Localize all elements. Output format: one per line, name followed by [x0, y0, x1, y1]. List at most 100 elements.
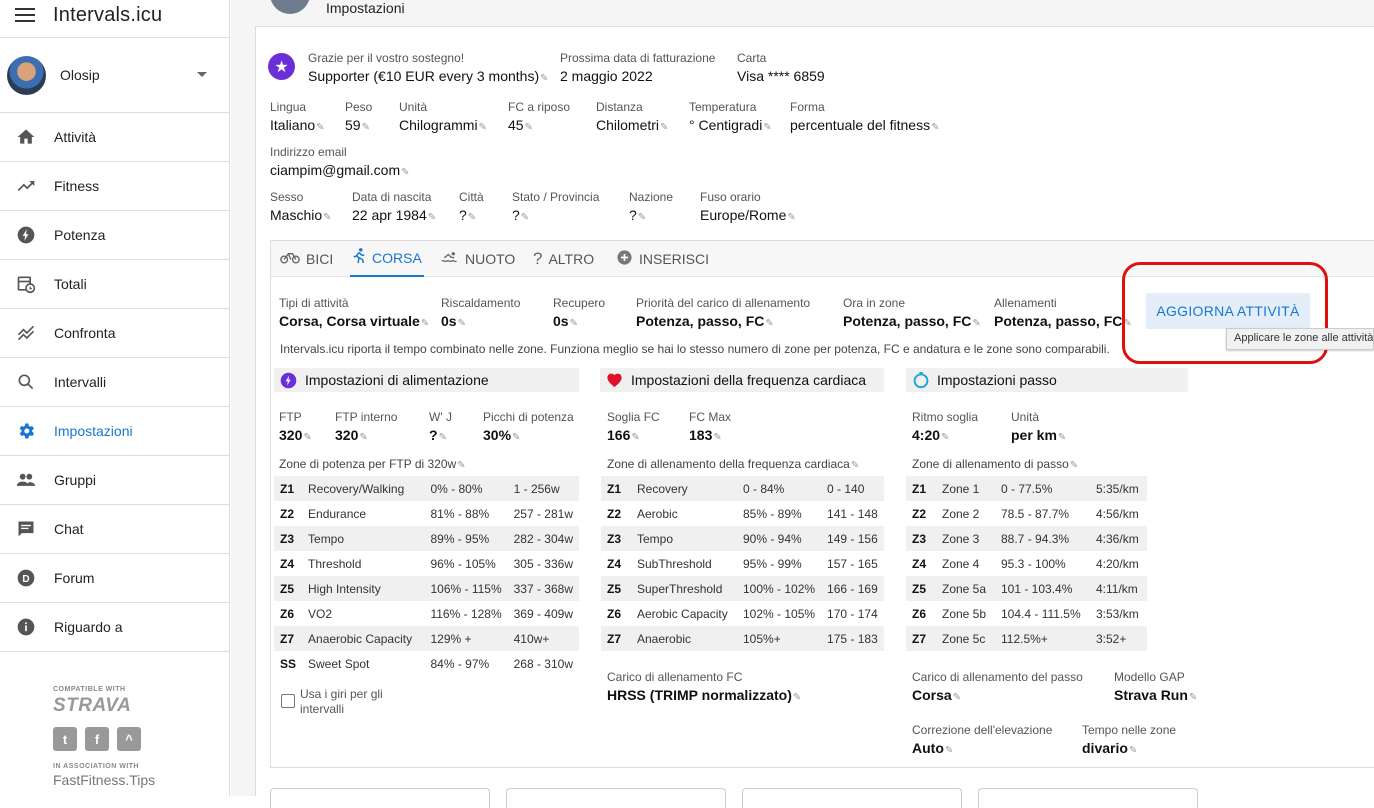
tab-inserisci[interactable]: INSERISCI [616, 241, 709, 277]
sidebar-item-forum[interactable]: D Forum [0, 554, 229, 603]
zone-value-cell: 4:36/km [1090, 526, 1147, 551]
field-carico-passo[interactable]: Carico di allenamento del passo Corsa✎ [912, 670, 1083, 707]
field-riscaldamento[interactable]: Riscaldamento 0s✎ [441, 296, 520, 333]
sidebar-item-intervalli[interactable]: Intervalli [0, 358, 229, 407]
field-fc-max[interactable]: FC Max 183✎ [689, 410, 731, 447]
edit-icon[interactable]: ✎ [792, 692, 802, 703]
edit-icon[interactable]: ✎ [763, 122, 772, 133]
field-recupero[interactable]: Recupero 0s✎ [553, 296, 605, 333]
laps-checkbox[interactable] [281, 694, 295, 708]
user-menu[interactable]: Olosip [0, 37, 229, 113]
edit-icon[interactable]: ✎ [540, 73, 549, 84]
edit-icon[interactable]: ✎ [323, 212, 332, 223]
edit-icon[interactable]: ✎ [520, 212, 530, 223]
field-nazione[interactable]: Nazione ?✎ [629, 190, 673, 227]
edit-icon[interactable]: ✎ [787, 212, 796, 223]
edit-icon[interactable]: ✎ [438, 432, 447, 443]
field-tipi-attivita[interactable]: Tipi di attività Corsa, Corsa virtuale✎ [279, 296, 429, 333]
edit-icon[interactable]: ✎ [765, 318, 774, 329]
field-soglia-fc[interactable]: Soglia FC 166✎ [607, 410, 660, 447]
field-wprime[interactable]: W' J ?✎ [429, 410, 452, 447]
field-ftp[interactable]: FTP 320✎ [279, 410, 312, 447]
edit-icon[interactable]: ✎ [1057, 432, 1067, 443]
tab-nuoto[interactable]: NUOTO [441, 241, 515, 277]
field-fuso[interactable]: Fuso orario Europe/Rome✎ [700, 190, 796, 227]
edit-icon[interactable]: ✎ [637, 212, 647, 223]
field-unita-passo[interactable]: Unità per km✎ [1011, 410, 1066, 447]
sidebar-item-totali[interactable]: Totali [0, 260, 229, 309]
field-ftp-interno[interactable]: FTP interno 320✎ [335, 410, 397, 447]
sidebar-item-potenza[interactable]: Potenza [0, 211, 229, 260]
sidebar-item-confronta[interactable]: Confronta [0, 309, 229, 358]
field-modello-gap[interactable]: Modello GAP Strava Run✎ [1114, 670, 1197, 707]
edit-icon[interactable]: ✎ [427, 212, 437, 223]
facebook-icon[interactable]: f [85, 727, 109, 751]
sidebar-item-riguardo[interactable]: Riguardo a [0, 603, 229, 652]
edit-icon[interactable]: ✎ [359, 432, 368, 443]
hr-zones-caption[interactable]: Zone di allenamento della frequenza card… [607, 457, 860, 471]
edit-icon[interactable]: ✎ [361, 122, 370, 133]
field-lingua[interactable]: Lingua Italiano✎ [270, 100, 325, 137]
edit-icon[interactable]: ✎ [1188, 692, 1198, 703]
edit-icon[interactable]: ✎ [512, 432, 521, 443]
power-zones-table: Z1 Recovery/Walking 0% - 80% 1 - 256w Z2 Endu… [274, 476, 579, 676]
field-ritmo-soglia[interactable]: Ritmo soglia 4:20✎ [912, 410, 978, 447]
edit-icon[interactable]: ✎ [303, 432, 312, 443]
edit-icon[interactable]: ✎ [569, 318, 578, 329]
field-carico-fc[interactable]: Carico di allenamento FC HRSS (TRIMP norm… [607, 670, 801, 707]
field-tempo-zone[interactable]: Tempo nelle zone divario✎ [1082, 723, 1176, 760]
field-peso[interactable]: Peso 59✎ [345, 100, 372, 137]
edit-icon[interactable]: ✎ [972, 318, 981, 329]
field-forma[interactable]: Forma percentuale del fitness✎ [790, 100, 939, 137]
field-distanza[interactable]: Distanza Chilometri✎ [596, 100, 668, 137]
edit-icon[interactable]: ✎ [467, 212, 477, 223]
sidebar-item-gruppi[interactable]: Gruppi [0, 456, 229, 505]
field-picchi-potenza[interactable]: Picchi di potenza 30%✎ [483, 410, 574, 447]
edit-icon[interactable]: ✎ [478, 122, 487, 133]
field-allenamenti[interactable]: Allenamenti Potenza, passo, FC✎ [994, 296, 1132, 333]
update-activities-button[interactable]: AGGIORNA ATTIVITÀ [1146, 293, 1310, 329]
supporter-plan[interactable]: Grazie per il vostro sostegno! Supporter… [308, 51, 549, 88]
pace-zones-caption[interactable]: Zone di allenamento di passo ✎ [912, 457, 1079, 471]
edit-icon[interactable]: ✎ [457, 460, 466, 471]
edit-icon[interactable]: ✎ [931, 122, 940, 133]
field-fc-riposo[interactable]: FC a riposo 45✎ [508, 100, 570, 137]
edit-icon[interactable]: ✎ [316, 122, 325, 133]
edit-icon[interactable]: ✎ [713, 432, 722, 443]
fastfitness-link[interactable]: FastFitness.Tips [53, 772, 156, 788]
edit-icon[interactable]: ✎ [631, 432, 640, 443]
field-nascita[interactable]: Data di nascita 22 apr 1984✎ [352, 190, 436, 227]
menu-icon[interactable] [15, 8, 35, 22]
field-sesso[interactable]: Sesso Maschio✎ [270, 190, 332, 227]
power-zones-caption[interactable]: Zone di potenza per FTP di 320w ✎ [279, 457, 466, 471]
edit-icon[interactable]: ✎ [420, 318, 430, 329]
edit-icon[interactable]: ✎ [850, 460, 860, 471]
edit-icon[interactable]: ✎ [941, 432, 950, 443]
sidebar-item-fitness[interactable]: Fitness [0, 162, 229, 211]
edit-icon[interactable]: ✎ [1069, 460, 1079, 471]
edit-icon[interactable]: ✎ [401, 167, 410, 178]
field-correzione-elevazione[interactable]: Correzione dell'elevazione Auto✎ [912, 723, 1052, 760]
edit-icon[interactable]: ✎ [660, 122, 669, 133]
edit-icon[interactable]: ✎ [457, 318, 466, 329]
field-email[interactable]: Indirizzo email ciampim@gmail.com✎ [270, 145, 410, 182]
twitter-icon[interactable]: t [53, 727, 77, 751]
tab-altro[interactable]: ? ALTRO [533, 249, 595, 268]
sidebar-item-impostazioni[interactable]: Impostazioni [0, 407, 229, 456]
field-unita[interactable]: Unità Chilogrammi✎ [399, 100, 487, 137]
field-priorita-carico[interactable]: Priorità del carico di allenamento Potenz… [636, 296, 810, 333]
sidebar-item-chat[interactable]: Chat [0, 505, 229, 554]
edit-icon[interactable]: ✎ [944, 745, 954, 756]
field-stato[interactable]: Stato / Provincia ?✎ [512, 190, 599, 227]
tab-bici[interactable]: BICI [280, 241, 333, 277]
edit-icon[interactable]: ✎ [524, 122, 533, 133]
tab-corsa[interactable]: CORSA [350, 241, 424, 277]
edit-icon[interactable]: ✎ [1123, 318, 1132, 329]
edit-icon[interactable]: ✎ [952, 692, 962, 703]
edit-icon[interactable]: ✎ [1128, 745, 1138, 756]
field-ora-zone[interactable]: Ora in zone Potenza, passo, FC✎ [843, 296, 981, 333]
field-citta[interactable]: Città ?✎ [459, 190, 484, 227]
sidebar-item-attivita[interactable]: Attività [0, 113, 229, 162]
field-temperatura[interactable]: Temperatura ° Centigradi✎ [689, 100, 772, 137]
strava-icon[interactable]: ^ [117, 727, 141, 751]
